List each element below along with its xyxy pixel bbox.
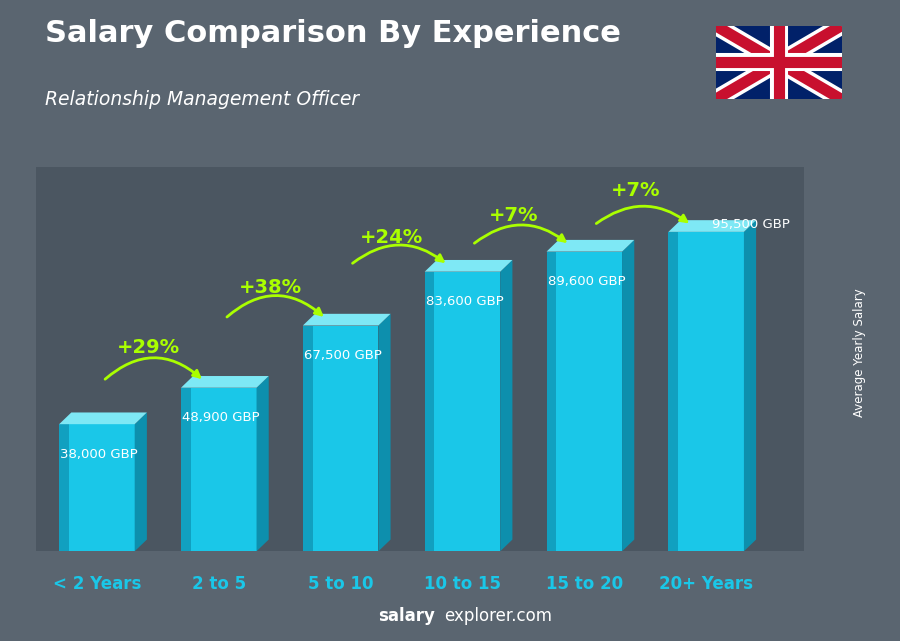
Text: Average Yearly Salary: Average Yearly Salary xyxy=(853,288,866,417)
Polygon shape xyxy=(500,260,512,551)
Text: Relationship Management Officer: Relationship Management Officer xyxy=(45,90,359,109)
Polygon shape xyxy=(302,326,378,551)
Polygon shape xyxy=(135,412,147,551)
Polygon shape xyxy=(669,232,678,551)
Polygon shape xyxy=(425,260,512,272)
Polygon shape xyxy=(744,540,756,551)
Polygon shape xyxy=(546,252,556,551)
Text: 10 to 15: 10 to 15 xyxy=(424,575,501,593)
Polygon shape xyxy=(135,540,147,551)
Polygon shape xyxy=(36,167,804,551)
Polygon shape xyxy=(59,412,147,424)
Polygon shape xyxy=(59,424,135,551)
Polygon shape xyxy=(425,272,500,551)
Text: +7%: +7% xyxy=(489,206,538,225)
Polygon shape xyxy=(669,220,756,232)
Text: 48,900 GBP: 48,900 GBP xyxy=(182,411,260,424)
Text: 38,000 GBP: 38,000 GBP xyxy=(60,447,138,461)
Polygon shape xyxy=(59,424,69,551)
Polygon shape xyxy=(378,314,391,551)
Text: 89,600 GBP: 89,600 GBP xyxy=(548,275,626,288)
Text: 67,500 GBP: 67,500 GBP xyxy=(304,349,382,362)
Polygon shape xyxy=(181,376,269,388)
Polygon shape xyxy=(256,376,269,551)
Polygon shape xyxy=(302,314,391,326)
Polygon shape xyxy=(622,540,634,551)
Text: 2 to 5: 2 to 5 xyxy=(192,575,246,593)
Text: +29%: +29% xyxy=(116,338,180,357)
Polygon shape xyxy=(669,232,744,551)
Polygon shape xyxy=(546,252,622,551)
Polygon shape xyxy=(425,272,435,551)
Polygon shape xyxy=(500,540,512,551)
Polygon shape xyxy=(302,326,312,551)
Polygon shape xyxy=(181,388,191,551)
Text: 15 to 20: 15 to 20 xyxy=(545,575,623,593)
Text: +7%: +7% xyxy=(611,181,661,200)
Text: salary: salary xyxy=(378,607,435,625)
Polygon shape xyxy=(546,240,634,252)
Polygon shape xyxy=(378,540,391,551)
Text: Salary Comparison By Experience: Salary Comparison By Experience xyxy=(45,19,621,48)
Polygon shape xyxy=(716,26,842,99)
Text: 83,600 GBP: 83,600 GBP xyxy=(426,295,504,308)
Polygon shape xyxy=(622,240,634,551)
Text: explorer.com: explorer.com xyxy=(444,607,552,625)
Text: +38%: +38% xyxy=(238,278,302,297)
Text: +24%: +24% xyxy=(360,228,423,247)
Text: < 2 Years: < 2 Years xyxy=(53,575,141,593)
Polygon shape xyxy=(256,540,269,551)
Text: 20+ Years: 20+ Years xyxy=(659,575,753,593)
Polygon shape xyxy=(744,220,756,551)
Text: 5 to 10: 5 to 10 xyxy=(308,575,374,593)
Polygon shape xyxy=(181,388,256,551)
Text: 95,500 GBP: 95,500 GBP xyxy=(712,219,790,231)
